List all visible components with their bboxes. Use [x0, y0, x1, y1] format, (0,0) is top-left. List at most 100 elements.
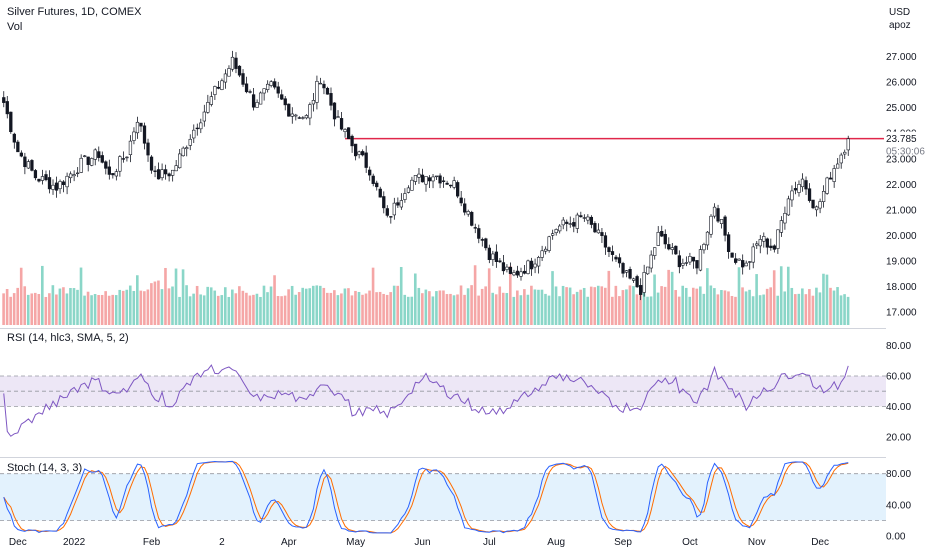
- candle-body: [807, 188, 812, 201]
- candle-body: [628, 268, 632, 279]
- volume-bar: [276, 296, 280, 325]
- rsi-label: RSI (14, hlc3, SMA, 5, 2): [7, 332, 129, 344]
- candle-body: [396, 202, 400, 206]
- volume-bar: [544, 293, 547, 325]
- candle-body: [639, 285, 643, 295]
- volume-bar: [769, 287, 772, 325]
- volume-bar: [466, 288, 470, 325]
- volume-bar: [174, 268, 178, 325]
- volume-bar: [107, 295, 111, 325]
- candle-body: [195, 127, 199, 130]
- candle-body: [251, 94, 256, 108]
- volume-bar: [297, 292, 301, 325]
- candle-body: [118, 156, 122, 172]
- volume-bar: [505, 293, 509, 325]
- volume-bar: [340, 293, 343, 325]
- x-axis-label: Dec: [9, 537, 27, 548]
- stoch-band: [0, 473, 886, 521]
- volume-bar: [501, 292, 505, 325]
- candle-body: [248, 91, 252, 93]
- candle-body: [572, 222, 576, 227]
- candle-body: [142, 125, 147, 144]
- candle-body: [308, 104, 312, 119]
- candle-body: [621, 263, 625, 274]
- candle-body: [667, 244, 671, 250]
- volume-bar: [128, 285, 132, 325]
- candle-body: [800, 178, 805, 188]
- candle-body: [294, 114, 298, 117]
- volume-bar: [554, 286, 558, 325]
- candle-body: [104, 161, 108, 169]
- volume-bar: [65, 293, 69, 325]
- candle-body: [258, 92, 263, 105]
- candle-body: [297, 117, 301, 119]
- x-axis-label: Aug: [547, 537, 565, 548]
- candle-body: [695, 260, 699, 269]
- candle-body: [441, 180, 446, 182]
- candle-body: [311, 100, 316, 105]
- candle-body: [491, 253, 495, 260]
- candle-body: [734, 258, 738, 263]
- volume-bar: [607, 270, 611, 325]
- volume-bar: [621, 290, 625, 325]
- candle-body: [206, 102, 210, 113]
- candle-body: [568, 223, 572, 225]
- volume-bar: [167, 288, 171, 325]
- volume-bar: [727, 291, 730, 325]
- candle-body: [178, 153, 182, 169]
- volume-bar: [136, 275, 139, 325]
- candle-body: [276, 86, 280, 94]
- volume-bar: [153, 281, 157, 325]
- volume-bar: [765, 288, 769, 325]
- volume-bar: [202, 295, 206, 325]
- candle-body: [501, 262, 506, 272]
- candle-body: [452, 180, 456, 188]
- candle-body: [111, 173, 115, 176]
- candle-body: [121, 158, 126, 160]
- candle-body: [579, 215, 583, 218]
- candle-body: [438, 175, 442, 184]
- candle-body: [600, 232, 604, 236]
- volume-bar: [347, 288, 350, 325]
- volume-bar: [139, 290, 143, 325]
- volume-bar: [565, 287, 568, 325]
- volume-bar: [452, 295, 456, 325]
- volume-bar: [150, 283, 153, 325]
- candle-body: [456, 182, 460, 197]
- volume-bar: [649, 296, 653, 325]
- volume-bar: [333, 290, 336, 325]
- volume-bar: [403, 294, 407, 325]
- price-tick-label: 21.000: [886, 205, 917, 216]
- volume-bar: [301, 287, 305, 325]
- volume-bar: [343, 288, 347, 325]
- candle-body: [413, 175, 418, 182]
- candle-body: [244, 83, 249, 93]
- candle-body: [304, 115, 309, 119]
- candle-body: [589, 216, 594, 225]
- candle-body: [674, 245, 678, 255]
- candle-body: [547, 236, 551, 251]
- volume-bar: [350, 295, 354, 325]
- volume-bar: [477, 295, 480, 325]
- volume-bar: [83, 295, 86, 325]
- x-axis-label: May: [346, 537, 365, 548]
- volume-bar: [26, 294, 30, 325]
- candle-body: [339, 118, 344, 130]
- candle-body: [424, 176, 428, 185]
- candle-body: [786, 198, 791, 216]
- volume-bar: [62, 287, 65, 325]
- candle-body: [765, 238, 769, 248]
- volume-bar: [537, 289, 540, 325]
- candle-body: [748, 261, 752, 263]
- x-axis-label: Feb: [143, 537, 161, 548]
- volume-bar: [832, 290, 836, 325]
- candle-body: [378, 188, 382, 198]
- candle-body: [283, 98, 287, 106]
- x-axis-label: 2022: [63, 537, 86, 548]
- volume-bar: [579, 289, 582, 325]
- candle-body: [681, 262, 685, 266]
- candle-body: [16, 141, 20, 153]
- volume-bar: [357, 291, 361, 325]
- candle-body: [44, 174, 48, 181]
